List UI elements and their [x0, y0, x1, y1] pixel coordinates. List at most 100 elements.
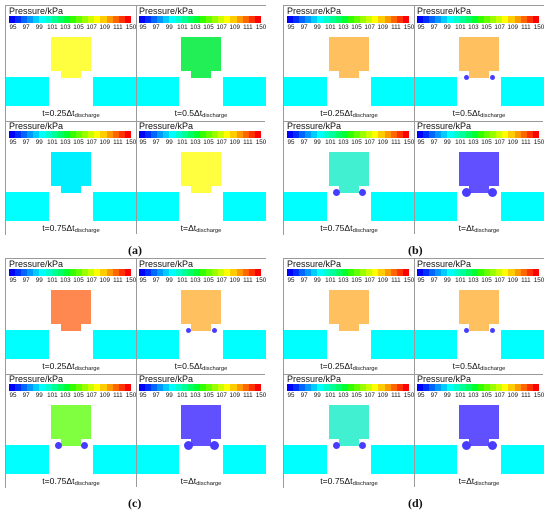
colorbar-swatch — [317, 269, 324, 276]
colorbar-swatch — [169, 131, 176, 138]
colorbar-title: Pressure/kPa — [9, 374, 64, 384]
colorbar-swatch — [206, 16, 213, 23]
colorbar-swatch — [459, 384, 466, 391]
colorbar-swatch — [441, 16, 448, 23]
colorbar-swatch — [187, 16, 194, 23]
colorbar-swatch — [287, 16, 294, 23]
colorbar-swatch — [15, 131, 22, 138]
colorbar-tick-label: 109 — [99, 139, 111, 146]
colorbar-swatch — [435, 384, 442, 391]
colorbar-tick-label: 95 — [287, 277, 295, 284]
colorbar-swatch — [447, 131, 454, 138]
chamber-region — [459, 290, 499, 324]
colorbar-tick-label: 105 — [351, 392, 362, 399]
colorbar-tick-label: 99 — [35, 392, 43, 399]
colorbar-swatch — [471, 384, 478, 391]
time-label: t=0.75Δtdischarge — [284, 223, 414, 236]
vortex-left — [54, 441, 62, 449]
chamber-region — [181, 37, 221, 71]
colorbar-tick-label: 150 — [125, 277, 136, 284]
colorbar-swatch — [287, 131, 294, 138]
colorbar-swatch — [526, 131, 533, 138]
colorbar-swatch — [21, 16, 28, 23]
colorbar-swatch — [323, 269, 330, 276]
colorbar-swatch — [45, 269, 52, 276]
colorbar-tick-label: 107 — [364, 139, 375, 146]
chamber-region — [459, 37, 499, 71]
colorbar-tick-label: 107 — [494, 139, 505, 146]
colorbar-swatch — [453, 384, 460, 391]
colorbar-swatch — [496, 269, 503, 276]
time-label: t=Δtdischarge — [414, 476, 544, 489]
colorbar-tick-label: 107 — [494, 392, 505, 399]
colorbar-tick-label: 95 — [139, 392, 147, 399]
panel-divider — [414, 6, 415, 234]
colorbar-swatch — [199, 16, 207, 23]
colorbar-swatch — [124, 131, 131, 138]
colorbar-swatch — [396, 16, 403, 23]
colorbar-swatch — [477, 384, 485, 391]
colorbar-ticks: 95 97 99 101 103 105 107 109 111 150 — [415, 24, 544, 32]
colorbar-swatch — [218, 16, 225, 23]
contour-panel: Pressure/kPa 95 97 99 101 103 105 107 109 111 150 t… — [6, 6, 136, 121]
subfigure-d: Pressure/kPa 95 97 99 101 103 105 107 109 111 150 t… — [283, 258, 544, 489]
colorbar-tick-label: 101 — [177, 392, 188, 399]
colorbar-swatch — [224, 269, 231, 276]
colorbar-swatch — [69, 131, 77, 138]
colorbar-tick-label: 105 — [73, 277, 84, 284]
time-delta: Δt — [66, 223, 75, 233]
colorbar-swatch — [9, 131, 16, 138]
colorbar-tick-label: 101 — [47, 392, 58, 399]
colorbar-tick-label: 97 — [300, 392, 308, 399]
colorbar-swatch — [145, 16, 152, 23]
colorbar-swatch — [230, 131, 237, 138]
colorbar-swatch — [187, 384, 194, 391]
colorbar-swatch — [212, 384, 219, 391]
time-subscript: discharge — [74, 113, 100, 119]
nozzle-neck — [469, 439, 489, 446]
colorbar-tick-label: 107 — [86, 24, 97, 31]
colorbar-tick-label: 150 — [533, 24, 544, 31]
colorbar-tick-label: 107 — [86, 392, 97, 399]
colorbar-swatch — [187, 131, 194, 138]
time-delta: Δt — [194, 108, 203, 118]
time-label: t=0.25Δtdischarge — [284, 361, 414, 374]
colorbar-ticks: 95 97 99 101 103 105 107 109 111 150 — [415, 277, 544, 285]
colorbar-swatch — [335, 16, 342, 23]
time-prefix: t= — [458, 223, 467, 233]
nozzle-neck — [61, 186, 81, 193]
colorbar-swatch — [465, 269, 472, 276]
panel-divider — [136, 6, 137, 234]
vortex-right — [358, 188, 366, 196]
colorbar-tick-label: 99 — [313, 392, 321, 399]
colorbar-ticks: 95 97 99 101 103 105 107 109 111 150 — [137, 139, 266, 147]
colorbar-swatch — [490, 131, 497, 138]
colorbar-swatch — [508, 16, 515, 23]
colorbar-swatch — [94, 16, 101, 23]
colorbar-swatch — [429, 16, 436, 23]
colorbar-swatch — [193, 16, 200, 23]
colorbar-swatch — [88, 384, 95, 391]
wall-block — [49, 77, 93, 121]
colorbar-swatch — [514, 384, 521, 391]
colorbar-swatch — [347, 131, 355, 138]
colorbar-swatch — [82, 131, 89, 138]
colorbar-ticks: 95 97 99 101 103 105 107 109 111 150 — [415, 392, 544, 400]
panel-divider — [414, 259, 415, 487]
colorbar-swatch — [378, 384, 385, 391]
colorbar-swatch — [465, 384, 472, 391]
colorbar-swatch — [100, 269, 107, 276]
colorbar-title: Pressure/kPa — [9, 121, 64, 131]
colorbar-swatch — [341, 16, 348, 23]
subfigure-label: (a) — [128, 243, 142, 257]
panel-divider — [6, 121, 265, 122]
colorbar-swatch — [341, 131, 348, 138]
colorbar-swatch — [471, 269, 478, 276]
time-subscript: discharge — [196, 228, 222, 234]
colorbar-swatch — [423, 131, 430, 138]
colorbar-swatch — [51, 384, 58, 391]
colorbar-swatch — [112, 269, 119, 276]
chamber-region — [459, 152, 499, 186]
colorbar-swatch — [76, 131, 83, 138]
colorbar-swatch — [341, 384, 348, 391]
